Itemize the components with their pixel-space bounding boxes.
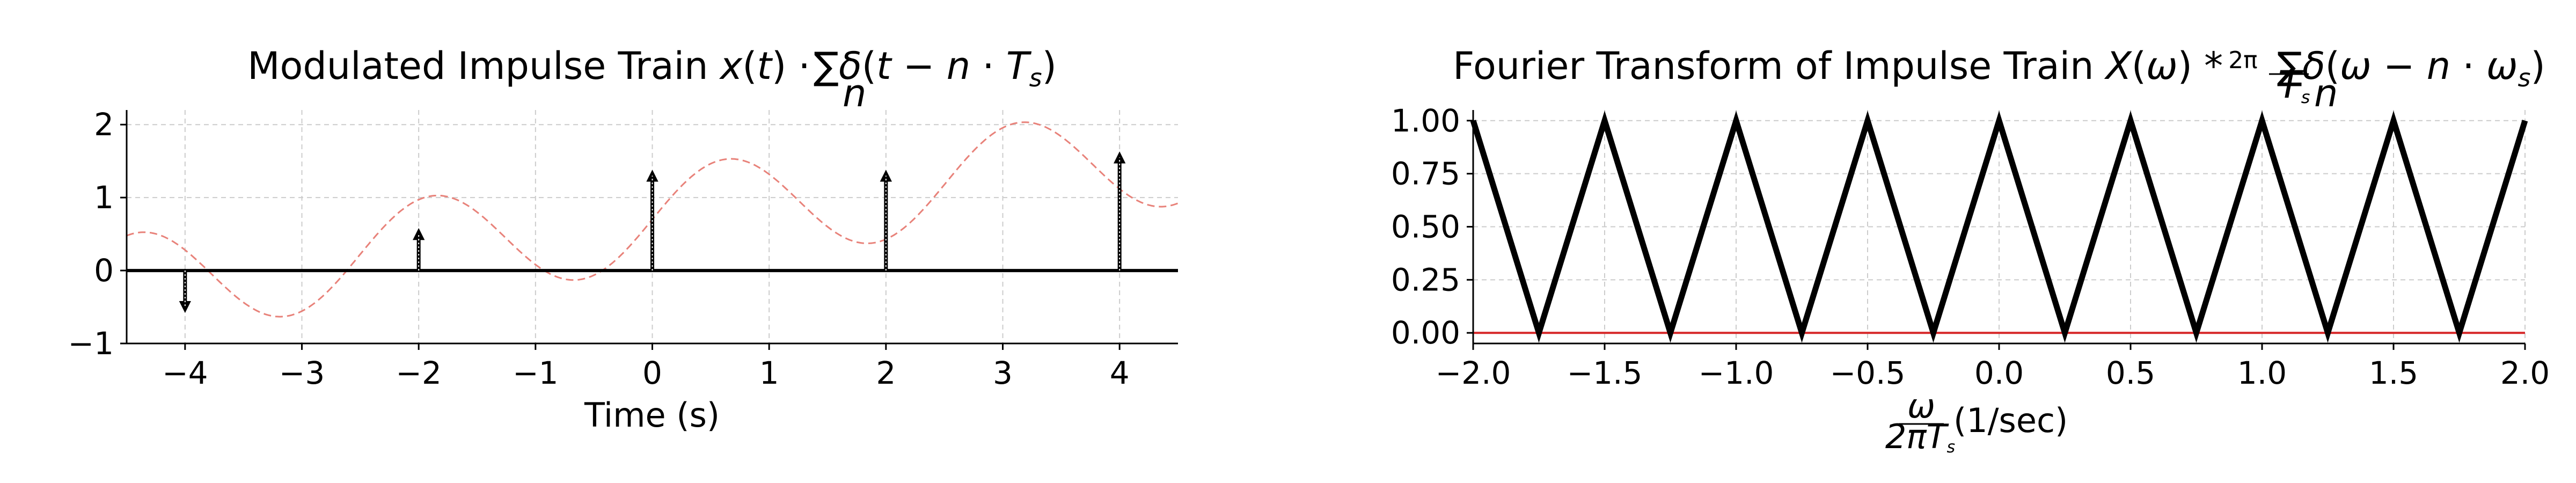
xlabel-numerator: ω	[1907, 386, 1935, 426]
left-chart-title: Modulated Impulse Train x(t) ·∑δ(t − n ·…	[247, 44, 1057, 92]
right-y-tick-label: 1.00	[1391, 103, 1460, 139]
left-x-tick-label: 0	[642, 355, 662, 391]
left-x-tick-label: −1	[513, 355, 559, 391]
right-ticks: −2.0 −1.5 −1.0 −0.5 0.0 0.5 1.0 1.5 2.0 0.00 0.25 0…	[1391, 103, 2550, 391]
right-triangle-wave-line	[1470, 111, 2528, 343]
right-y-tick-label: 0.25	[1391, 261, 1460, 298]
right-y-tick-label: 0.75	[1391, 156, 1460, 192]
left-x-tick-label: −3	[279, 355, 325, 391]
right-y-tick-label: 0.50	[1391, 209, 1460, 245]
left-x-tick-label: 2	[876, 355, 896, 391]
left-x-axis-label: Time (s)	[584, 396, 720, 435]
right-x-tick-label: 0.0	[1974, 355, 2024, 391]
left-x-tick-label: 1	[759, 355, 779, 391]
right-x-tick-label: −0.5	[1830, 355, 1906, 391]
right-x-tick-label: 2.0	[2500, 355, 2550, 391]
right-x-tick-label: 0.5	[2106, 355, 2155, 391]
left-panel: −4 −3 −2 −1 0 1 2 3 4 −1 0 1 2 Modulated Impulse Tra…	[68, 44, 1179, 435]
right-panel: −2.0 −1.5 −1.0 −0.5 0.0 0.5 1.0 1.5 2.0 0.00 0.25 0…	[1391, 44, 2550, 457]
left-x-tick-label: −2	[396, 355, 442, 391]
left-y-tick-label: 0	[94, 252, 114, 289]
left-y-tick-label: 2	[94, 106, 114, 143]
xlabel-unit: (1/sec)	[1953, 401, 2068, 440]
right-grid	[1473, 110, 2526, 343]
left-y-tick-label: −1	[68, 325, 114, 362]
right-title-sum-subscript: n	[2314, 71, 2338, 115]
right-chart-title: Fourier Transform of Impulse Train X(ω) …	[1453, 44, 2545, 92]
left-ticks: −4 −3 −2 −1 0 1 2 3 4 −1 0 1 2	[68, 106, 1130, 391]
right-series	[1470, 111, 2528, 343]
left-x-tick-label: 3	[993, 355, 1013, 391]
left-x-tick-label: −4	[162, 355, 208, 391]
left-title-sum-subscript: n	[843, 71, 866, 115]
right-y-tick-label: 0.00	[1391, 314, 1460, 351]
left-y-tick-label: 1	[94, 179, 114, 216]
left-series	[126, 121, 1179, 318]
right-x-tick-label: −2.0	[1436, 355, 1511, 391]
right-x-tick-label: 1.5	[2369, 355, 2418, 391]
xlabel-denominator: 2πTs	[1885, 417, 1955, 457]
right-x-tick-label: −1.5	[1567, 355, 1643, 391]
right-x-axis-label: ω 2πTs (1/sec)	[1885, 386, 2068, 457]
left-x-tick-label: 4	[1110, 355, 1130, 391]
right-x-tick-label: 1.0	[2237, 355, 2287, 391]
right-x-tick-label: −1.0	[1699, 355, 1774, 391]
